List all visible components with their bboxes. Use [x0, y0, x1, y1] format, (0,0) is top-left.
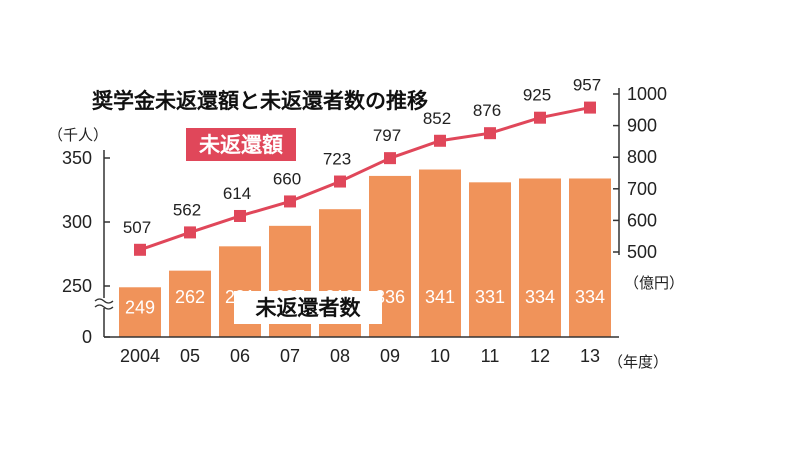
- bar-value-label: 334: [525, 287, 555, 307]
- bar-value-label: 331: [475, 287, 505, 307]
- right-tick-label: 1000: [627, 84, 667, 104]
- right-tick-label: 700: [627, 179, 657, 199]
- x-axis-unit: （年度）: [608, 353, 668, 371]
- line-point: [384, 152, 396, 165]
- right-tick-label: 900: [627, 116, 657, 136]
- bar-value-label: 334: [575, 287, 605, 307]
- right-tick-label: 600: [627, 210, 657, 230]
- x-tick-label: 07: [280, 346, 300, 366]
- line-point: [434, 134, 446, 147]
- right-tick-label: 500: [627, 242, 657, 262]
- bar-13: [569, 178, 611, 337]
- left-axis-unit: （千人）: [48, 126, 108, 144]
- line-point: [234, 209, 246, 222]
- line-point: [584, 101, 596, 114]
- line-value-label: 797: [373, 126, 401, 145]
- x-tick-label: 2004: [120, 346, 160, 366]
- line-legend-label: 未返還額: [199, 133, 283, 157]
- bar-value-label: 341: [425, 287, 455, 307]
- bar-12: [519, 178, 561, 337]
- axis-break-mark: [94, 304, 114, 310]
- axis-break-gap: [95, 298, 113, 308]
- line-legend-box: [186, 128, 296, 161]
- line-value-label: 876: [473, 101, 501, 120]
- bar-11: [469, 182, 511, 337]
- line-value-label: 660: [273, 169, 301, 188]
- x-tick-label: 12: [530, 346, 550, 366]
- x-tick-label: 08: [330, 346, 350, 366]
- line-value-label: 723: [323, 150, 351, 169]
- x-tick-label: 13: [580, 346, 600, 366]
- line-value-label: 507: [123, 218, 151, 237]
- right-tick-label: 800: [627, 147, 657, 167]
- line-value-label: 614: [223, 184, 251, 203]
- line-point: [284, 195, 296, 208]
- left-tick-label: 0: [82, 327, 92, 347]
- line-value-label: 852: [423, 109, 451, 128]
- x-tick-label: 11: [481, 346, 500, 366]
- left-tick-label: 350: [62, 148, 92, 168]
- line-value-label: 957: [573, 76, 601, 95]
- x-tick-label: 06: [230, 346, 250, 366]
- bar-05: [169, 270, 211, 337]
- bar-value-label: 249: [125, 297, 155, 317]
- line-point: [534, 111, 546, 124]
- right-axis-unit: （億円）: [624, 274, 684, 292]
- line-value-label: 562: [173, 200, 201, 219]
- bar-2004: [119, 287, 161, 337]
- chart-title: 奨学金未返還額と未返還者数の推移: [92, 89, 428, 113]
- bar-value-label: 336: [375, 287, 405, 307]
- x-tick-label: 10: [430, 346, 450, 366]
- line-series-未返還額: [139, 106, 591, 252]
- line-point: [334, 175, 346, 188]
- bar-legend-box: [234, 291, 382, 324]
- line-value-label: 925: [523, 86, 551, 105]
- line-point: [184, 226, 196, 239]
- bar-legend-label: 未返還者数: [256, 296, 362, 320]
- axis-break-mark: [94, 298, 114, 304]
- line-point: [134, 243, 146, 256]
- left-tick-label: 300: [62, 212, 92, 232]
- left-tick-label: 250: [62, 276, 92, 296]
- bar-10: [419, 169, 461, 337]
- plot-area: 2492622812973103363413313343343503002500…: [62, 76, 667, 366]
- bar-value-label: 262: [175, 287, 205, 307]
- line-point: [484, 127, 496, 140]
- x-tick-label: 09: [380, 346, 400, 366]
- x-tick-label: 05: [180, 346, 200, 366]
